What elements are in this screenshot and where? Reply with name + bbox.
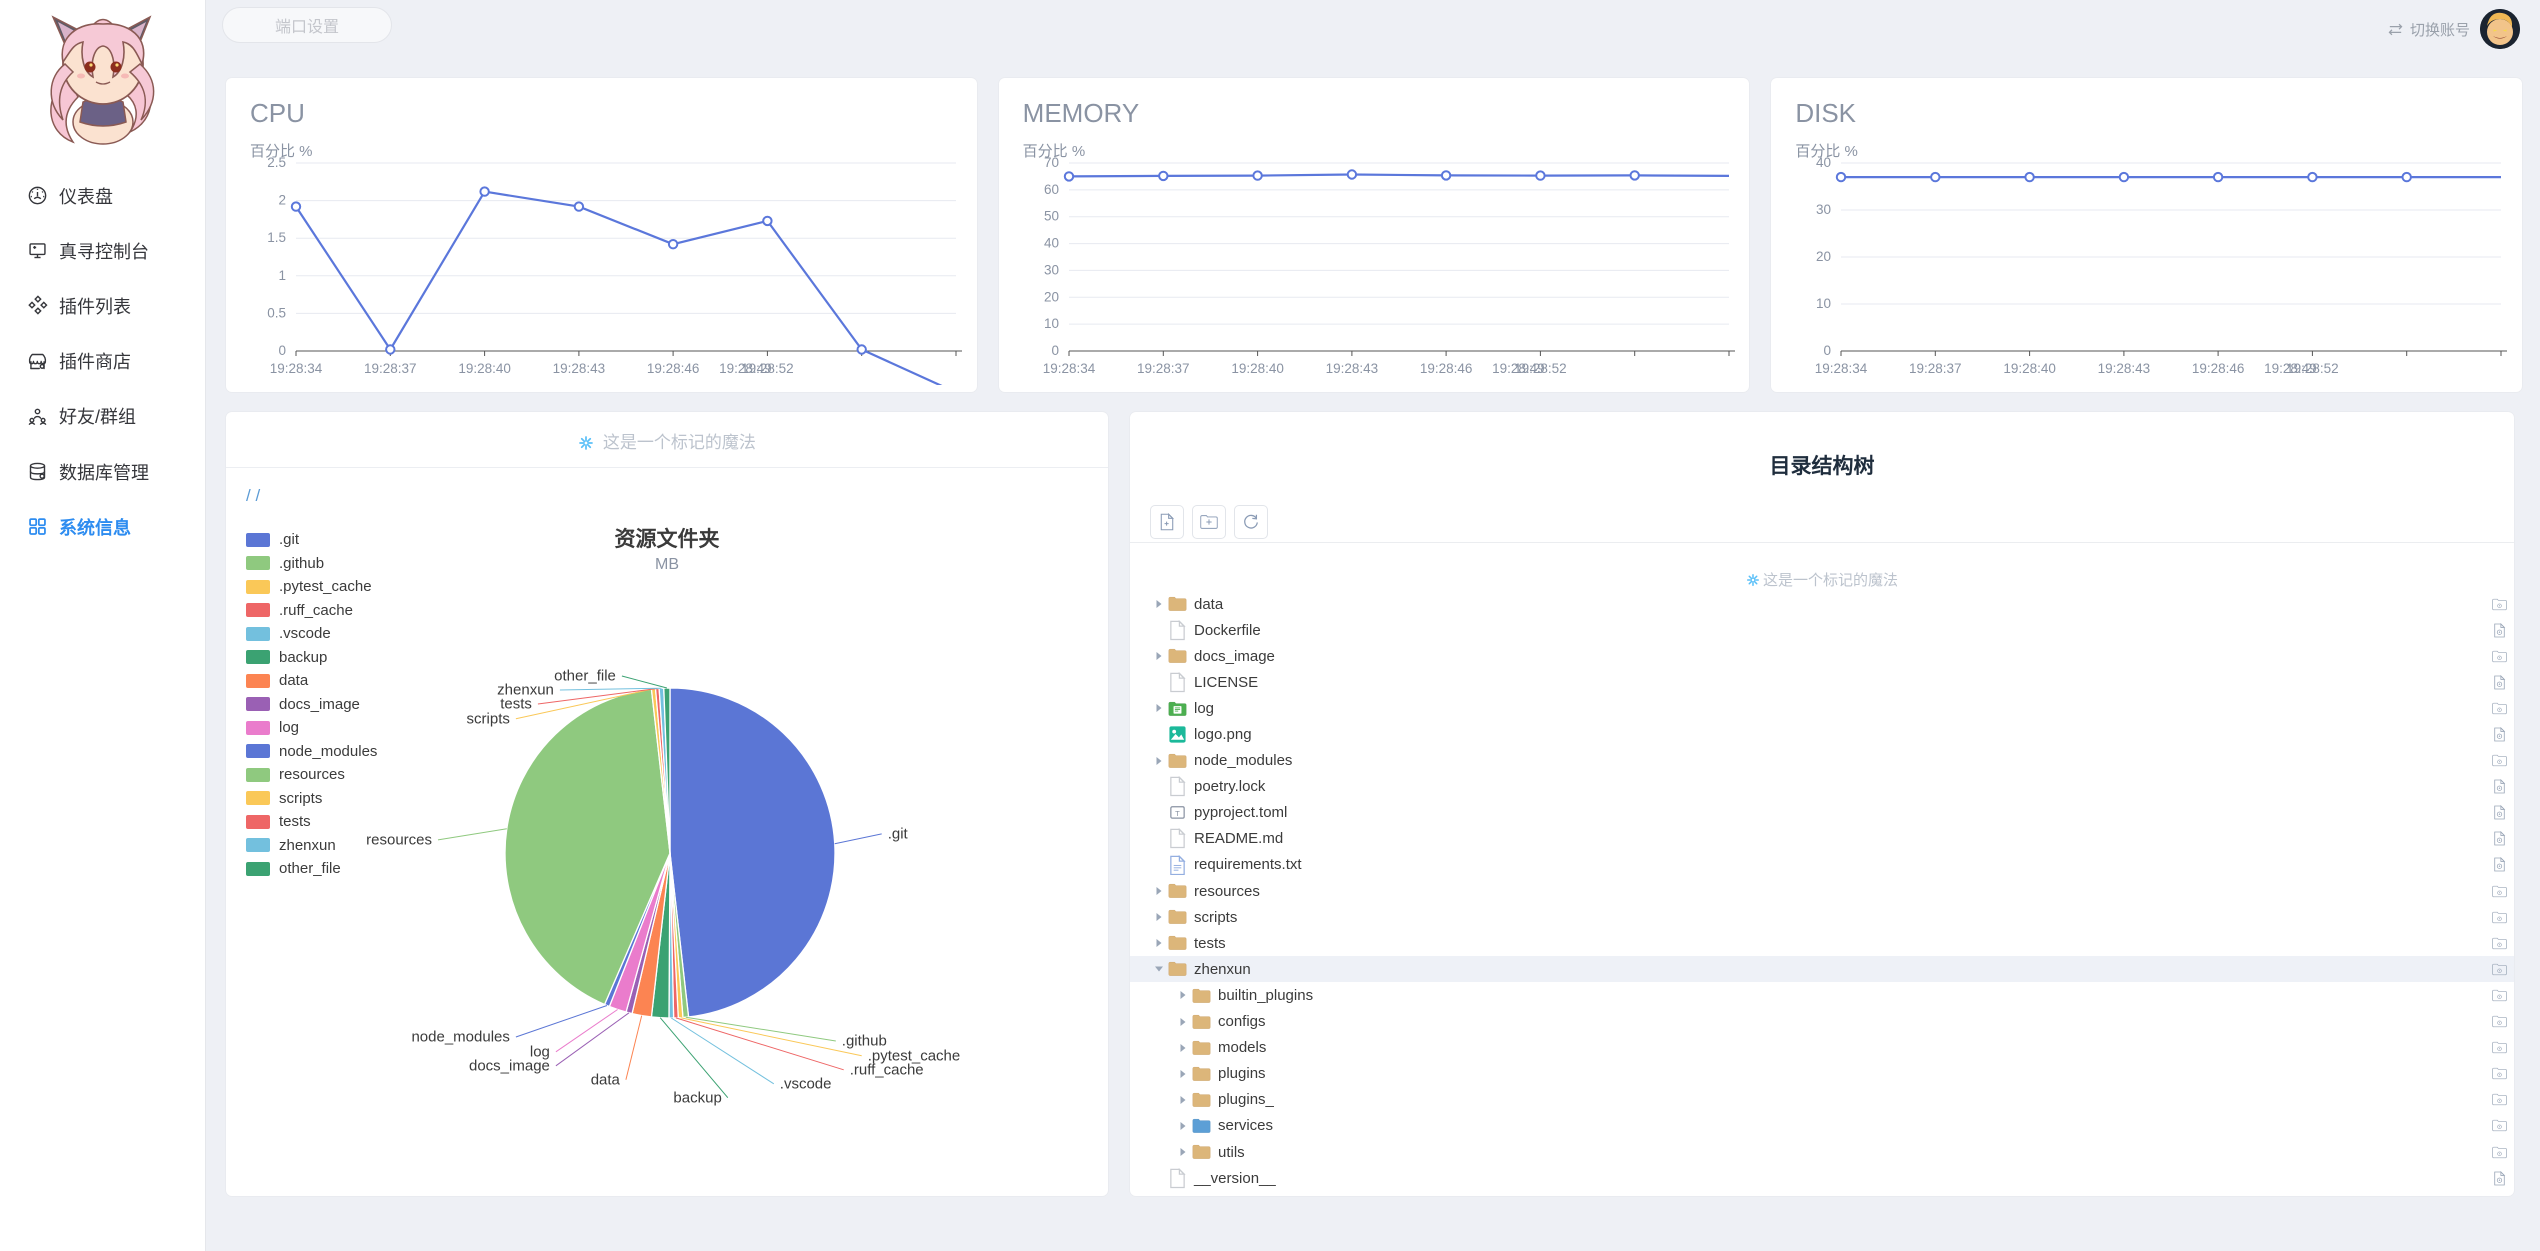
- svg-text:19:28:49: 19:28:49: [719, 361, 772, 376]
- svg-text:19:28:49: 19:28:49: [2264, 361, 2317, 376]
- svg-text:20: 20: [1816, 249, 1831, 264]
- svg-text:19:28:40: 19:28:40: [1231, 361, 1284, 376]
- svg-text:1.5: 1.5: [267, 230, 286, 245]
- svg-text:19:28:34: 19:28:34: [270, 361, 323, 376]
- svg-text:19:28:49: 19:28:49: [1492, 361, 1545, 376]
- svg-text:19:28:43: 19:28:43: [1325, 361, 1378, 376]
- svg-text:40: 40: [1044, 236, 1059, 251]
- svg-text:20: 20: [1044, 289, 1059, 304]
- svg-text:19:28:37: 19:28:37: [364, 361, 417, 376]
- svg-text:60: 60: [1044, 182, 1059, 197]
- svg-text:19:28:40: 19:28:40: [2004, 361, 2057, 376]
- svg-text:0: 0: [1824, 343, 1832, 358]
- svg-text:19:28:46: 19:28:46: [2192, 361, 2245, 376]
- svg-text:0: 0: [1051, 343, 1059, 358]
- svg-text:0.5: 0.5: [267, 305, 286, 320]
- svg-text:19:28:43: 19:28:43: [553, 361, 606, 376]
- svg-text:T: T: [1175, 809, 1180, 818]
- svg-text:19:28:43: 19:28:43: [2098, 361, 2151, 376]
- svg-text:30: 30: [1044, 262, 1059, 277]
- svg-text:19:28:34: 19:28:34: [1042, 361, 1095, 376]
- svg-text:19:28:37: 19:28:37: [1909, 361, 1962, 376]
- svg-text:2: 2: [278, 193, 286, 208]
- svg-text:19:28:37: 19:28:37: [1137, 361, 1190, 376]
- svg-text:10: 10: [1816, 296, 1831, 311]
- svg-text:19:28:46: 19:28:46: [647, 361, 700, 376]
- svg-text:50: 50: [1044, 209, 1059, 224]
- svg-text:19:28:40: 19:28:40: [458, 361, 511, 376]
- svg-text:10: 10: [1044, 316, 1059, 331]
- svg-text:1: 1: [278, 268, 286, 283]
- svg-text:30: 30: [1816, 202, 1831, 217]
- svg-text:19:28:46: 19:28:46: [1419, 361, 1472, 376]
- svg-text:19:28:34: 19:28:34: [1815, 361, 1868, 376]
- svg-text:0: 0: [278, 343, 286, 358]
